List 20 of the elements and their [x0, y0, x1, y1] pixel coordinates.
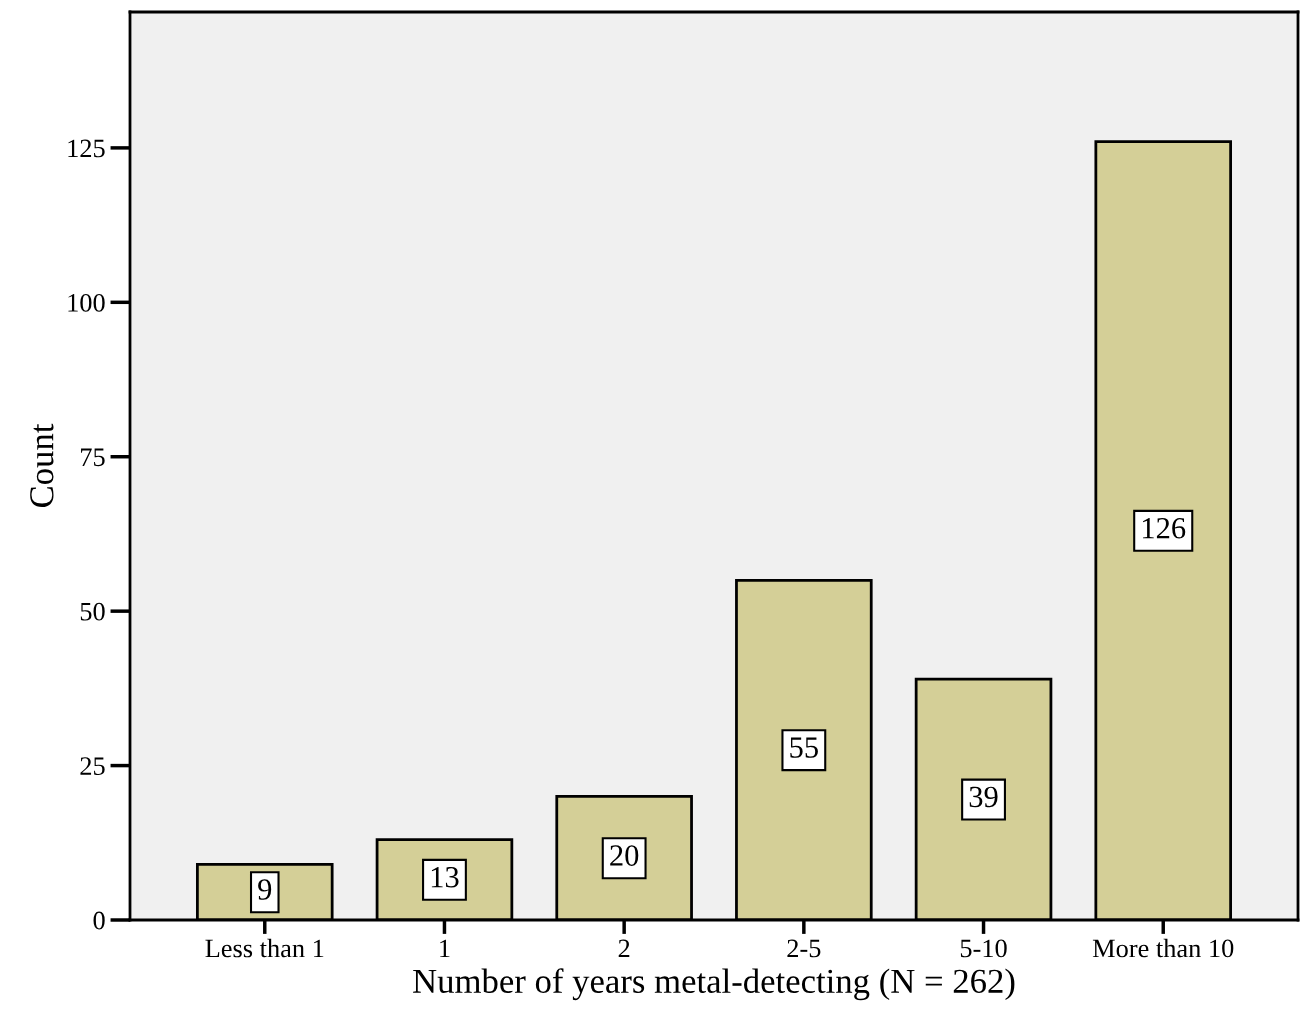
data-label: 126 — [1143, 517, 1186, 539]
x-tick-label: 2-5 — [787, 939, 821, 958]
data-label: 55 — [790, 737, 818, 758]
x-tick-label: 1 — [440, 939, 450, 958]
data-label: 20 — [610, 845, 639, 866]
data-label: 39 — [969, 786, 998, 808]
x-tick-label: 2 — [618, 939, 630, 958]
y-axis-title: Count — [30, 423, 54, 508]
x-axis-title: Number of years metal-detecting (N = 262) — [413, 968, 1015, 1001]
x-tick-label: Less than 1 — [205, 938, 324, 958]
y-tick-label: 75 — [81, 448, 105, 467]
y-tick-label: 125 — [68, 139, 105, 158]
y-tick-label: 25 — [80, 757, 105, 775]
data-label: 13 — [431, 866, 459, 888]
data-label: 9 — [258, 879, 272, 900]
y-tick-label: 0 — [93, 911, 105, 930]
x-tick-label: More than 10 — [1092, 938, 1234, 958]
y-tick-label: 50 — [80, 602, 105, 621]
x-tick-label: 5-10 — [960, 939, 1007, 958]
y-tick-label: 100 — [68, 293, 105, 312]
